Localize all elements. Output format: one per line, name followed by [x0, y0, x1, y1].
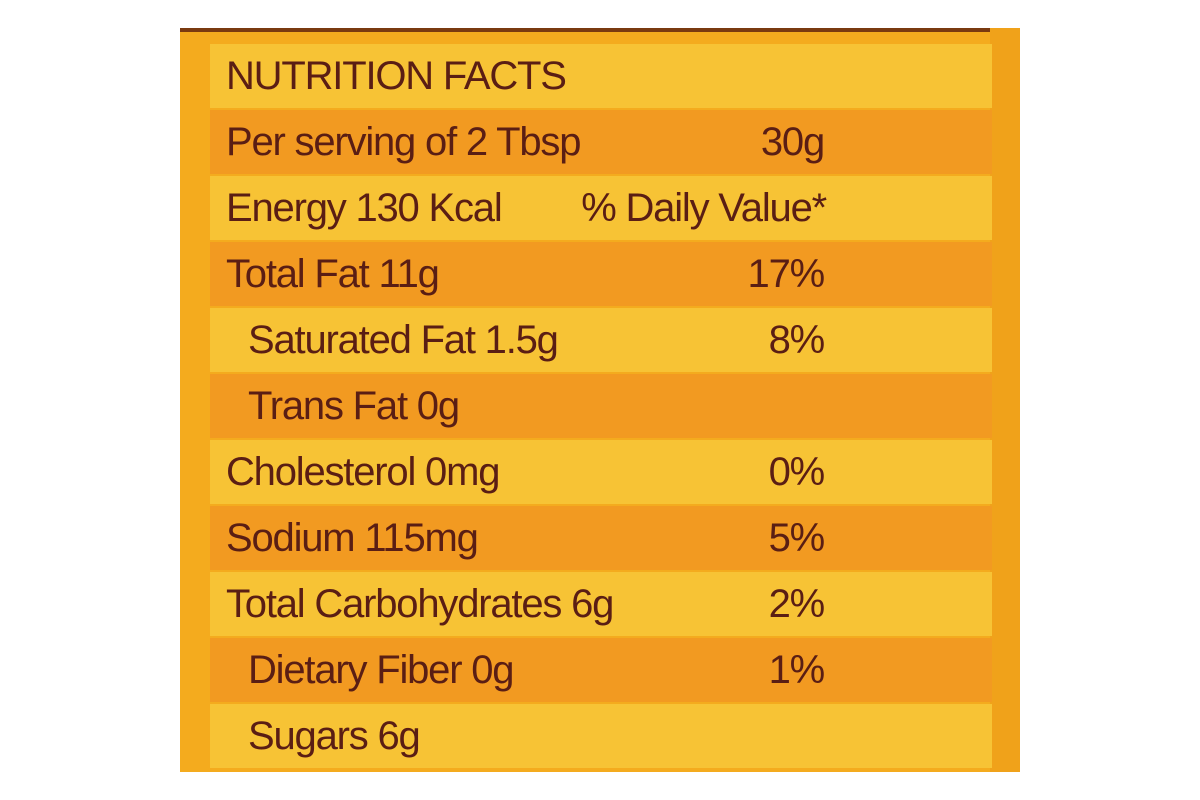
energy-row: Energy 130 Kcal % Daily Value*: [210, 176, 992, 240]
carbohydrates-value: 2%: [768, 582, 826, 626]
sodium-label: Sodium 115mg: [226, 516, 479, 560]
panel-shade: [990, 28, 1020, 772]
serving-size-value: 30g: [760, 120, 825, 164]
sodium-row: Sodium 115mg 5%: [210, 506, 992, 570]
nutrition-title: NUTRITION FACTS: [226, 54, 567, 98]
sugars-label: Sugars 6g: [248, 714, 421, 758]
nutrition-title-row: NUTRITION FACTS: [210, 44, 992, 108]
daily-value-header: % Daily Value*: [581, 186, 827, 230]
energy-label: Energy 130 Kcal: [226, 186, 503, 230]
cholesterol-label: Cholesterol 0mg: [226, 450, 500, 494]
total-fat-value: 17%: [747, 252, 826, 296]
serving-size-row: Per serving of 2 Tbsp 30g: [210, 110, 992, 174]
dietary-fiber-value: 1%: [768, 648, 826, 692]
trans-fat-row: Trans Fat 0g: [210, 374, 992, 438]
saturated-fat-value: 8%: [768, 318, 826, 362]
total-fat-label: Total Fat 11g: [226, 252, 440, 296]
carbohydrates-label: Total Carbohydrates 6g: [226, 582, 614, 626]
cholesterol-value: 0%: [768, 450, 826, 494]
trans-fat-label: Trans Fat 0g: [248, 384, 460, 428]
sugars-row: Sugars 6g: [210, 704, 992, 768]
package-edge: [180, 28, 1020, 32]
total-fat-row: Total Fat 11g 17%: [210, 242, 992, 306]
sodium-value: 5%: [768, 516, 826, 560]
dietary-fiber-row: Dietary Fiber 0g 1%: [210, 638, 992, 702]
dietary-fiber-label: Dietary Fiber 0g: [248, 648, 515, 692]
saturated-fat-label: Saturated Fat 1.5g: [248, 318, 559, 362]
nutrition-label-panel: NUTRITION FACTS Per serving of 2 Tbsp 30…: [180, 28, 1020, 772]
saturated-fat-row: Saturated Fat 1.5g 8%: [210, 308, 992, 372]
cholesterol-row: Cholesterol 0mg 0%: [210, 440, 992, 504]
serving-size-label: Per serving of 2 Tbsp: [226, 120, 581, 164]
carbohydrates-row: Total Carbohydrates 6g 2%: [210, 572, 992, 636]
